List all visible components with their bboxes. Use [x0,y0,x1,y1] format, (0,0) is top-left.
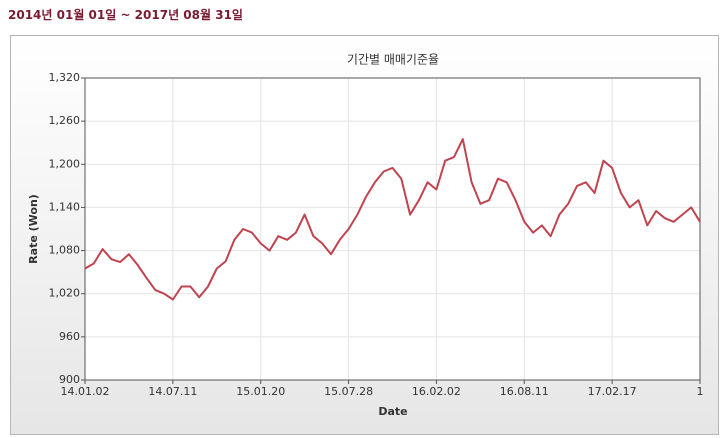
x-tick-label: 1 [697,385,704,398]
y-tick-label: 960 [59,330,80,343]
x-tick-label: 16.02.02 [412,385,461,398]
data-line [84,138,701,301]
x-tick-label: 14.01.02 [61,385,110,398]
y-tick-label: 1,140 [49,200,81,213]
header-title: 2014년 01월 01일 ~ 2017년 08월 31일 [8,8,243,22]
y-tick-label: 900 [59,373,80,386]
chart-title: 기간별 매매기준율 [347,53,439,67]
y-axis-label: Rate (Won) [27,194,40,264]
x-tick-label: 14.07.11 [148,385,197,398]
y-tick-label: 1,320 [49,71,81,84]
plot-border [84,77,701,381]
x-tick-label: 15.07.28 [324,385,373,398]
y-tick-label: 1,080 [49,244,81,257]
x-tick-label: 17.02.17 [588,385,637,398]
y-tick-label: 1,200 [49,157,81,170]
x-axis-label: Date [378,405,407,418]
y-tick-label: 1,260 [49,114,81,127]
y-tick-label: 1,020 [49,287,81,300]
x-tick-label: 16.08.11 [500,385,549,398]
plot-area [85,78,700,380]
x-tick-label: 15.01.20 [236,385,285,398]
